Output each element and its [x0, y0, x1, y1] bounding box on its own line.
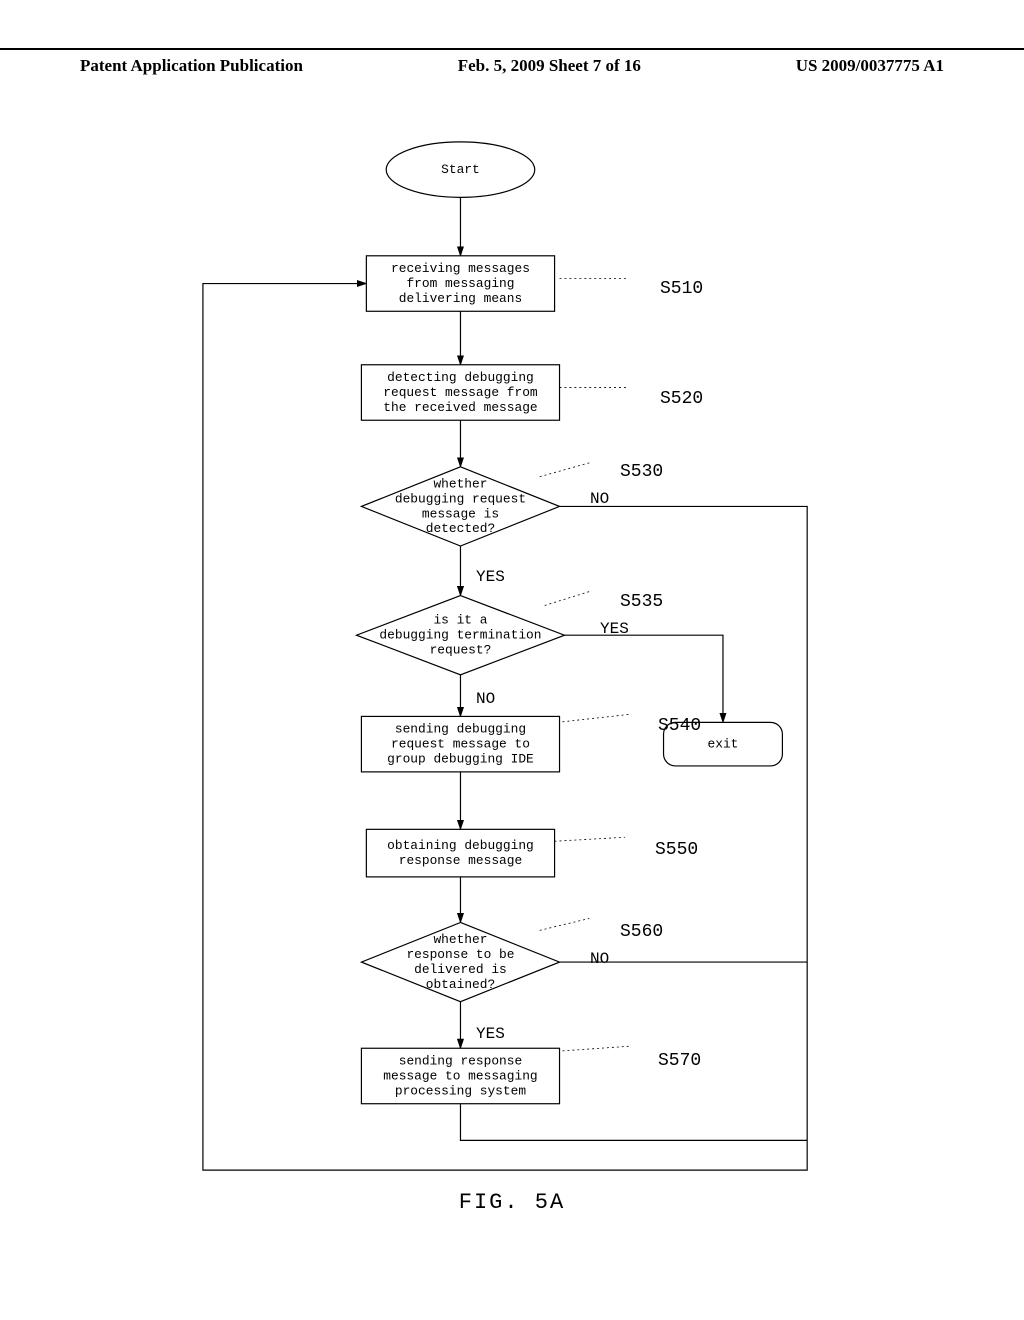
svg-text:processing system: processing system [395, 1083, 526, 1098]
header-center: Feb. 5, 2009 Sheet 7 of 16 [458, 56, 641, 76]
node-s510: receiving messagesfrom messagingdeliveri… [366, 256, 554, 311]
step-label-s570: S570 [658, 1051, 701, 1071]
svg-text:request message to: request message to [391, 737, 530, 752]
svg-text:sending debugging: sending debugging [395, 722, 526, 737]
edge-label: YES [600, 620, 629, 638]
node-s560: whetherresponse to bedelivered isobtaine… [361, 922, 559, 1001]
svg-text:response to be: response to be [406, 947, 514, 962]
edge-label: NO [590, 950, 609, 968]
edge-label: YES [476, 1025, 505, 1043]
svg-text:receiving messages: receiving messages [391, 261, 530, 276]
step-label-s560: S560 [620, 922, 663, 942]
step-label-s510: S510 [660, 279, 703, 299]
header-right: US 2009/0037775 A1 [796, 56, 944, 76]
svg-text:message is: message is [422, 506, 499, 521]
svg-text:whether: whether [433, 932, 487, 947]
svg-text:obtained?: obtained? [426, 977, 495, 992]
step-label-s530: S530 [620, 462, 663, 482]
flowchart-diagram: Startreceiving messagesfrom messagingdel… [170, 130, 850, 1180]
svg-text:is it a: is it a [433, 613, 487, 628]
svg-text:delivered is: delivered is [414, 962, 507, 977]
svg-text:detecting debugging: detecting debugging [387, 370, 534, 385]
figure-caption: FIG. 5A [0, 1190, 1024, 1215]
svg-text:response message: response message [399, 853, 522, 868]
svg-text:sending response: sending response [399, 1054, 522, 1069]
node-s535: is it adebugging terminationrequest? [356, 596, 564, 675]
svg-text:the received message: the received message [383, 400, 537, 415]
svg-text:debugging request: debugging request [395, 491, 526, 506]
svg-text:debugging termination: debugging termination [379, 628, 541, 643]
svg-text:from messaging: from messaging [406, 276, 514, 291]
node-s550: obtaining debuggingresponse message [366, 829, 554, 877]
step-label-s535: S535 [620, 592, 663, 612]
node-s540: sending debuggingrequest message togroup… [361, 716, 559, 771]
node-s530: whetherdebugging requestmessage isdetect… [361, 467, 559, 546]
edge-label: NO [476, 690, 495, 708]
svg-text:whether: whether [433, 477, 487, 492]
svg-text:obtaining debugging: obtaining debugging [387, 838, 534, 853]
header-left: Patent Application Publication [80, 56, 303, 76]
svg-text:group debugging IDE: group debugging IDE [387, 751, 534, 766]
svg-text:exit: exit [708, 737, 739, 752]
svg-text:Start: Start [441, 162, 480, 177]
page-header: Patent Application Publication Feb. 5, 2… [0, 48, 1024, 76]
svg-text:request?: request? [430, 642, 492, 657]
svg-text:request message from: request message from [383, 385, 538, 400]
svg-text:detected?: detected? [426, 521, 495, 536]
svg-text:delivering means: delivering means [399, 291, 522, 306]
edge-label: YES [476, 568, 505, 586]
step-label-s550: S550 [655, 840, 698, 860]
step-label-s520: S520 [660, 389, 703, 409]
step-label-s540: S540 [658, 716, 701, 736]
node-start: Start [386, 142, 535, 197]
svg-text:message to messaging: message to messaging [383, 1068, 537, 1083]
node-s520: detecting debuggingrequest message fromt… [361, 365, 559, 420]
node-s570: sending responsemessage to messagingproc… [361, 1048, 559, 1103]
edge-label: NO [590, 490, 609, 508]
